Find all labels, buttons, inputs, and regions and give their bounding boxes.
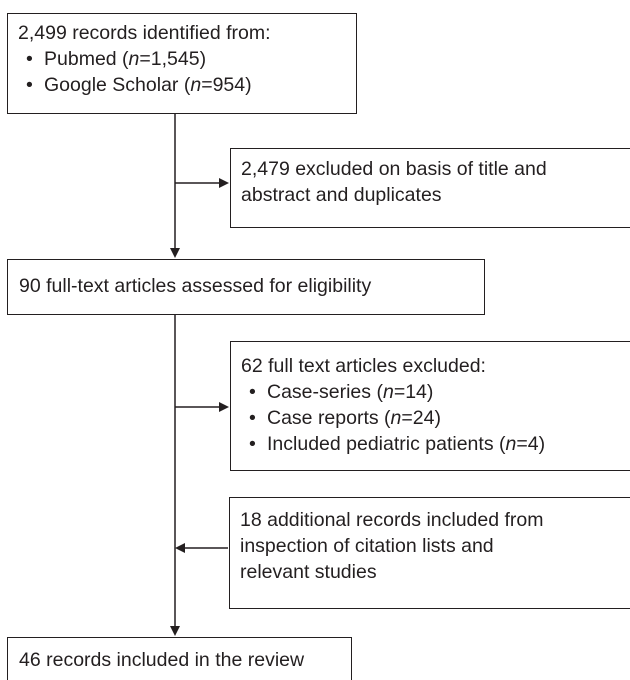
excluded-item-pediatric: • Included pediatric patients (n=4): [249, 433, 546, 455]
arrow-left-additional-records: [175, 543, 185, 553]
full-text-excluded-box: 62 full text articles excluded: • Case-se…: [230, 341, 630, 471]
full-text-box: 90 full-text articles assessed for eligi…: [7, 259, 485, 315]
excluded-item-case-series: • Case-series (n=14): [249, 381, 434, 403]
identified-item-pubmed: • Pubmed (n=1,545): [26, 48, 207, 70]
additional-line-2: inspection of citation lists and: [240, 535, 494, 557]
arrow-right-full-text-excluded: [219, 402, 229, 412]
bullet-glyph: •: [249, 407, 256, 429]
full-text-title: 90 full-text articles assessed for eligi…: [19, 275, 372, 297]
bullet-glyph: •: [249, 381, 256, 403]
arrow-down-to-full-text: [170, 248, 180, 258]
additional-line-1: 18 additional records included from: [240, 509, 544, 531]
identified-item-google-scholar: • Google Scholar (n=954): [26, 74, 252, 96]
bullet-glyph: •: [26, 48, 33, 70]
additional-records-box: 18 additional records included from insp…: [229, 497, 630, 609]
excluded-item-case-reports: • Case reports (n=24): [249, 407, 441, 429]
included-review-box: 46 records included in the review: [7, 637, 352, 680]
excluded-title-line-2: abstract and duplicates: [241, 184, 442, 206]
identified-title: 2,499 records identified from:: [18, 22, 271, 44]
full-text-excluded-title: 62 full text articles excluded:: [241, 355, 486, 377]
excluded-title-line-1: 2,479 excluded on basis of title and: [241, 158, 547, 180]
additional-line-3: relevant studies: [240, 561, 377, 583]
arrow-right-excluded-title: [219, 178, 229, 188]
included-title: 46 records included in the review: [19, 649, 305, 671]
arrow-down-to-included: [170, 626, 180, 636]
bullet-glyph: •: [249, 433, 256, 455]
excluded-title-box: 2,479 excluded on basis of title and abs…: [230, 148, 630, 228]
bullet-glyph: •: [26, 74, 33, 96]
identified-records-box: 2,499 records identified from: • Pubmed (…: [7, 13, 357, 114]
